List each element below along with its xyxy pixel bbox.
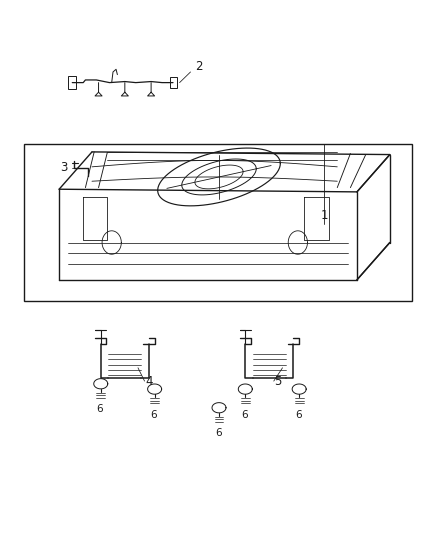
- Text: 6: 6: [96, 405, 103, 414]
- Bar: [24, 144, 412, 301]
- Text: 3: 3: [60, 161, 67, 174]
- Bar: [170, 77, 177, 88]
- Text: 1: 1: [320, 209, 328, 222]
- Text: 5: 5: [275, 375, 282, 387]
- Text: 6: 6: [295, 410, 302, 419]
- Text: 6: 6: [150, 410, 157, 419]
- Bar: [68, 76, 76, 89]
- Text: 6: 6: [241, 410, 248, 419]
- Text: 6: 6: [215, 429, 222, 438]
- Text: 2: 2: [195, 60, 203, 73]
- Text: 4: 4: [145, 375, 153, 387]
